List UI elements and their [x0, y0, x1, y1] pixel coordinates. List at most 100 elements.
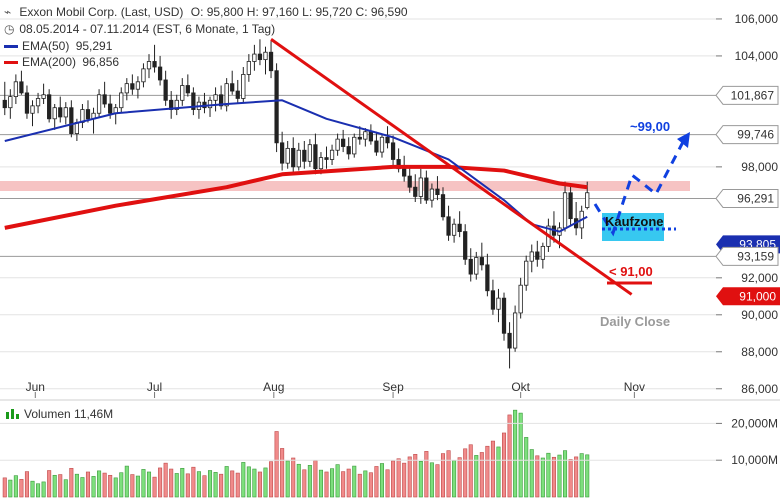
daily-close-label: Daily Close [600, 314, 670, 329]
kaufzone-label: Kaufzone [605, 214, 664, 229]
volume-bar [535, 455, 540, 498]
volume-bar [463, 448, 468, 498]
volume-label: Volumen 11,46M [24, 407, 113, 421]
volume-bar [474, 455, 479, 498]
x-tick-label: Aug [263, 380, 284, 394]
volume-bar [563, 450, 568, 498]
candle-body [368, 131, 374, 142]
ema200-legend-value: 96,856 [82, 55, 120, 69]
volume-bar [102, 472, 107, 498]
volume-bar [74, 473, 79, 498]
candle-body [180, 85, 185, 101]
volume-bar [313, 460, 318, 498]
candle-body [335, 138, 340, 151]
volume-bar [213, 472, 218, 498]
volume-bar [501, 432, 507, 498]
candle-body [174, 99, 179, 110]
volume-bar [296, 463, 301, 498]
candle-body [8, 96, 13, 109]
volume-bar [269, 461, 274, 498]
candle-body [63, 107, 68, 118]
candle-body [518, 284, 523, 314]
y-tick-label: 106,000 [735, 12, 779, 26]
chart-icon: ⌁ [4, 5, 12, 19]
candle-body [435, 188, 440, 196]
candle-body [424, 177, 429, 201]
volume-bar [341, 471, 346, 498]
y-tick-label: 86,000 [741, 382, 778, 396]
candle-body [307, 144, 312, 162]
level-tag [716, 287, 780, 306]
candle-body [407, 175, 412, 188]
y-tick-label: 98,000 [741, 160, 778, 174]
candle-body [413, 186, 418, 197]
ema200-legend: EMA(200) 96,856 [4, 55, 119, 69]
date-range: 08.05.2014 - 07.11.2014 (EST, 6 Monate, … [19, 22, 276, 36]
price-panel-grid [0, 18, 716, 390]
volume-bar [363, 470, 368, 498]
x-tick-label: Okt [511, 380, 530, 394]
candle-body [274, 70, 279, 144]
candle-body [357, 136, 362, 140]
ema50-legend: EMA(50) 95,291 [4, 39, 112, 53]
volume-bar [396, 458, 401, 498]
candle-body [268, 51, 274, 72]
candle-body [224, 83, 229, 107]
forecast-arrowhead [677, 132, 690, 148]
kaufzone-box [602, 213, 664, 241]
volume-bar [30, 480, 35, 498]
target-label: ~99,00 [630, 119, 670, 134]
volume-bar [108, 474, 113, 498]
ema50-swatch [4, 45, 18, 49]
candle-body [451, 223, 457, 236]
volume-bar [196, 471, 201, 498]
candle-body [535, 251, 540, 260]
volume-bar [202, 475, 207, 498]
candle-body [191, 92, 196, 110]
volume-bar [385, 469, 390, 498]
volume-bar [207, 470, 213, 498]
candle-body [41, 94, 46, 99]
volume-bar [402, 462, 407, 498]
volume-bar [246, 466, 251, 498]
volume-bar [418, 461, 423, 498]
candle-body [490, 290, 496, 310]
volume-bar [119, 472, 124, 498]
volume-bar [524, 437, 529, 498]
volume-bar [2, 477, 7, 498]
candle-body [418, 177, 423, 197]
volume-bar [435, 464, 440, 498]
candle-body [69, 107, 74, 134]
volume-bar [379, 463, 385, 498]
volume-bar [513, 409, 518, 498]
stop-label: < 91,00 [609, 264, 653, 279]
candle-body [213, 94, 218, 101]
candle-body [512, 312, 518, 349]
volume-bar [485, 445, 490, 498]
candle-body [379, 136, 385, 153]
volume-bar [479, 452, 484, 498]
candle-body [302, 149, 307, 162]
volume-bar [357, 473, 362, 498]
candle-body [141, 68, 146, 83]
volume-bar [318, 469, 323, 498]
candle-body [479, 257, 484, 266]
candle-body [285, 147, 290, 164]
candle-body [30, 105, 35, 114]
candle-body [313, 144, 318, 170]
candle-body [374, 140, 379, 153]
ema50-line [4, 99, 588, 233]
candle-body [218, 94, 224, 107]
volume-bar [69, 467, 74, 498]
candle-body [529, 251, 534, 262]
x-axis: Jun Jul Aug Sep Okt Nov [26, 380, 645, 398]
volume-bar [424, 451, 429, 498]
volume-bar [529, 449, 534, 498]
ohlc-values: O: 95,800 H: 97,160 L: 95,720 C: 96,590 [190, 5, 408, 19]
volume-bar [468, 444, 473, 498]
volume-bar [224, 466, 229, 498]
level-label: 99,746 [737, 128, 774, 142]
volume-bar [158, 467, 163, 498]
candle-body [163, 79, 168, 101]
